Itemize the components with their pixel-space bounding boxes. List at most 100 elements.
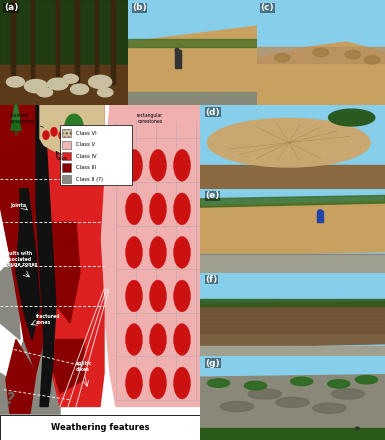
- Text: Joints: Joints: [10, 203, 26, 208]
- Text: fractured
zones: fractured zones: [36, 314, 60, 325]
- Ellipse shape: [174, 150, 191, 181]
- Ellipse shape: [126, 150, 142, 181]
- Ellipse shape: [328, 109, 375, 126]
- Ellipse shape: [318, 210, 323, 213]
- Polygon shape: [40, 105, 104, 155]
- Polygon shape: [0, 105, 44, 373]
- Bar: [318, 211, 323, 222]
- Polygon shape: [200, 302, 385, 348]
- Ellipse shape: [331, 389, 365, 399]
- Ellipse shape: [89, 75, 112, 88]
- Text: (a): (a): [4, 3, 18, 12]
- Text: talus: talus: [57, 156, 67, 161]
- Bar: [200, 318, 385, 324]
- Ellipse shape: [47, 78, 68, 90]
- Polygon shape: [0, 340, 60, 440]
- Ellipse shape: [149, 323, 166, 356]
- Text: rectangular
corestones: rectangular corestones: [137, 113, 163, 124]
- Ellipse shape: [208, 118, 370, 167]
- Polygon shape: [16, 189, 40, 340]
- Ellipse shape: [126, 193, 142, 225]
- Ellipse shape: [355, 427, 359, 429]
- Bar: [0, 415, 200, 440]
- Bar: [0, 0, 128, 68]
- Bar: [200, 301, 385, 308]
- Ellipse shape: [37, 88, 53, 97]
- Ellipse shape: [313, 48, 328, 57]
- Text: Class III: Class III: [76, 165, 96, 170]
- Bar: [200, 428, 385, 440]
- Text: ?: ?: [5, 392, 15, 407]
- Bar: [174, 51, 181, 68]
- Text: aplitic
dikes: aplitic dikes: [76, 361, 92, 372]
- Bar: [56, 0, 59, 84]
- Ellipse shape: [175, 48, 179, 52]
- Ellipse shape: [275, 54, 290, 62]
- Ellipse shape: [67, 130, 74, 140]
- Text: Class IV: Class IV: [76, 154, 97, 159]
- Ellipse shape: [149, 193, 166, 225]
- Bar: [200, 189, 385, 243]
- Bar: [62, 175, 71, 183]
- Bar: [200, 356, 385, 394]
- Ellipse shape: [149, 367, 166, 399]
- Bar: [128, 92, 257, 105]
- Text: Class II (?): Class II (?): [76, 176, 103, 182]
- Polygon shape: [200, 375, 385, 432]
- Polygon shape: [52, 340, 84, 393]
- Ellipse shape: [59, 130, 65, 140]
- Bar: [0, 0, 128, 68]
- Bar: [15, 130, 17, 135]
- Ellipse shape: [126, 236, 142, 268]
- Bar: [111, 0, 115, 84]
- Ellipse shape: [291, 377, 313, 385]
- Ellipse shape: [365, 55, 380, 64]
- Text: (c): (c): [261, 3, 274, 12]
- Text: (d): (d): [206, 107, 220, 117]
- Text: Class VI: Class VI: [76, 131, 97, 136]
- Ellipse shape: [92, 134, 99, 143]
- Ellipse shape: [7, 77, 24, 87]
- Bar: [200, 309, 385, 316]
- Bar: [128, 0, 257, 47]
- Ellipse shape: [208, 379, 229, 387]
- Ellipse shape: [126, 280, 142, 312]
- Ellipse shape: [24, 80, 47, 93]
- Text: rounded
corestones: rounded corestones: [10, 113, 44, 127]
- Ellipse shape: [149, 280, 166, 312]
- Bar: [200, 346, 385, 356]
- Bar: [62, 152, 71, 160]
- Ellipse shape: [126, 367, 142, 399]
- Polygon shape: [36, 105, 104, 407]
- Text: Class V: Class V: [76, 143, 95, 147]
- Ellipse shape: [174, 323, 191, 356]
- Bar: [257, 47, 385, 63]
- Ellipse shape: [313, 403, 346, 413]
- Ellipse shape: [328, 380, 350, 388]
- Text: (f): (f): [206, 275, 218, 284]
- Polygon shape: [11, 103, 21, 130]
- Ellipse shape: [220, 401, 254, 411]
- Ellipse shape: [276, 397, 309, 407]
- Polygon shape: [36, 105, 56, 407]
- Ellipse shape: [355, 375, 378, 384]
- Text: (b): (b): [132, 3, 147, 12]
- Ellipse shape: [174, 236, 191, 268]
- Bar: [0, 65, 128, 105]
- Bar: [11, 0, 15, 84]
- Ellipse shape: [42, 130, 50, 140]
- Ellipse shape: [149, 150, 166, 181]
- Polygon shape: [0, 256, 20, 340]
- Ellipse shape: [244, 381, 266, 390]
- Bar: [62, 129, 71, 137]
- Text: faults with
associated
gouge zones: faults with associated gouge zones: [4, 251, 37, 268]
- Bar: [0, 415, 200, 440]
- Ellipse shape: [149, 236, 166, 268]
- Ellipse shape: [63, 74, 78, 83]
- Ellipse shape: [50, 127, 57, 136]
- Text: (g): (g): [206, 359, 220, 368]
- Bar: [128, 39, 257, 47]
- Ellipse shape: [174, 280, 191, 312]
- Text: Weathering features: Weathering features: [51, 423, 149, 432]
- Bar: [72, 140, 75, 149]
